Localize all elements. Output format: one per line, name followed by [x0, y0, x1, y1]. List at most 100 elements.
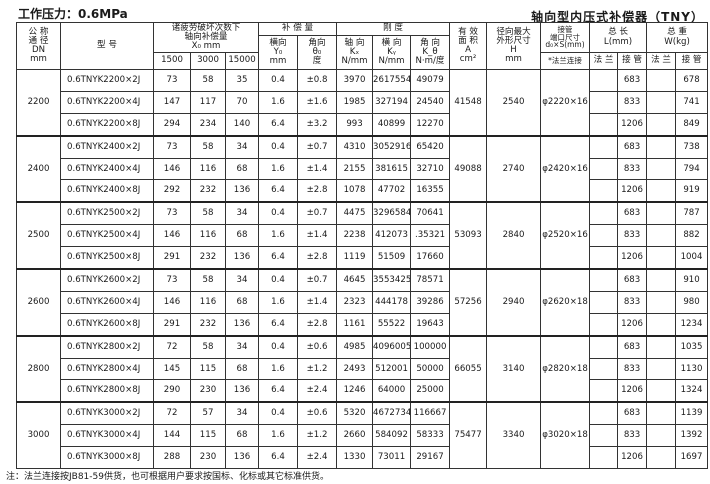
ky-cell: 2617554: [372, 69, 412, 92]
x3000-cell: 116: [190, 157, 226, 181]
dn-cell: 2500: [16, 201, 61, 270]
header-model: 型 号: [60, 22, 154, 70]
model-cell: 0.6TNYK3000×2J: [60, 401, 154, 426]
weight-flange-cell: [646, 379, 677, 403]
theta-cell: ±0.7: [297, 134, 338, 159]
length-joint-cell: 1206: [617, 112, 648, 137]
theta-cell: ±2.4: [297, 379, 338, 403]
x3000-cell: 230: [190, 446, 226, 470]
x15000-cell: 136: [224, 379, 260, 403]
header-length: 总 长 L(mm): [589, 22, 648, 53]
x1500-cell: 147: [153, 90, 191, 114]
weight-flange-cell: [646, 312, 677, 337]
length-flange-cell: [589, 90, 619, 114]
model-cell: 0.6TNYK2400×8J: [60, 179, 154, 203]
header-x1500: 1500: [153, 52, 191, 70]
weight-joint-cell: 919: [675, 179, 709, 203]
x3000-cell: 232: [190, 246, 226, 270]
x1500-cell: 73: [153, 201, 191, 226]
weight-joint-cell: 738: [675, 134, 709, 159]
pipe-cell: φ3020×18: [540, 401, 591, 470]
ky-cell: 381615: [372, 157, 412, 181]
kx-cell: 1161: [336, 312, 374, 337]
h-cell: 3340: [486, 401, 542, 470]
length-flange-cell: [589, 446, 619, 470]
header-flange-connection: *法兰连接: [540, 52, 591, 70]
header-theta: 角向 θ₀ 度: [297, 35, 338, 70]
ky-cell: 584092: [372, 424, 412, 448]
theta-cell: ±1.2: [297, 424, 338, 448]
weight-flange-cell: [646, 201, 677, 226]
page-title: 轴向型内压式补偿器（TNY）: [531, 10, 704, 24]
h-cell: 2840: [486, 201, 542, 270]
y0-cell: 6.4: [258, 446, 299, 470]
working-pressure: 工作压力：0.6MPa: [18, 7, 128, 21]
length-flange-cell: [589, 401, 619, 426]
x15000-cell: 136: [224, 312, 260, 337]
x1500-cell: 291: [153, 312, 191, 337]
header-pipe: 接管 端口尺寸 d₀×S(mm): [540, 22, 591, 53]
table-row: 2400 0.6TNYK2400×2J 73 58 34 0.4 ±0.7 4310 30529…: [16, 134, 709, 203]
model-cell: 0.6TNYK2200×8J: [60, 112, 154, 137]
dn-cell: 2200: [16, 68, 61, 137]
length-joint-cell: 833: [617, 290, 648, 314]
ky-cell: 3052916: [372, 134, 412, 159]
table-row: 2500 0.6TNYK2500×2J 73 58 34 0.4 ±0.7 4475 32965…: [16, 201, 709, 270]
kt-cell: 49079: [410, 69, 451, 92]
theta-cell: ±2.8: [297, 179, 338, 203]
x1500-cell: 146: [153, 290, 191, 314]
length-joint-cell: 833: [617, 224, 648, 248]
table-row: 0.6TNYK2200×8J 294 234 140 6.4 ±3.2 993 40899 12…: [17, 112, 709, 137]
weight-joint-cell: 741: [675, 90, 709, 114]
table-row: 0.6TNYK2400×4J 146 116 68 1.6 ±1.4 2155 381615 3…: [17, 157, 709, 181]
length-flange-cell: [589, 267, 619, 292]
y0-cell: 0.4: [258, 401, 299, 426]
x15000-cell: 68: [224, 357, 260, 381]
y0-cell: 1.6: [258, 157, 299, 181]
x15000-cell: 136: [224, 246, 260, 270]
model-cell: 0.6TNYK3000×4J: [60, 424, 154, 448]
header-length-flange: 法 兰: [589, 52, 619, 70]
area-cell: 57256: [449, 268, 488, 337]
table-row: 3000 0.6TNYK3000×2J 72 57 34 0.4 ±0.6 5320 46727…: [16, 401, 709, 470]
weight-joint-cell: 882: [675, 224, 709, 248]
x1500-cell: 294: [153, 112, 191, 137]
theta-cell: ±0.7: [297, 201, 338, 226]
kt-cell: 32710: [410, 157, 451, 181]
area-cell: 49088: [449, 134, 488, 203]
x3000-cell: 117: [190, 90, 226, 114]
x1500-cell: 73: [153, 134, 191, 159]
kx-cell: 2238: [336, 224, 374, 248]
theta-cell: ±0.7: [297, 267, 338, 292]
x1500-cell: 146: [153, 157, 191, 181]
y0-cell: 0.4: [258, 201, 299, 226]
kt-cell: 16355: [410, 179, 451, 203]
weight-flange-cell: [646, 334, 677, 359]
length-flange-cell: [589, 357, 619, 381]
theta-cell: ±1.4: [297, 224, 338, 248]
h-cell: 3140: [486, 334, 542, 403]
x15000-cell: 34: [224, 267, 260, 292]
dn-cell: 2800: [16, 334, 61, 403]
x3000-cell: 232: [190, 312, 226, 337]
x1500-cell: 291: [153, 246, 191, 270]
header-weight-flange: 法 兰: [646, 52, 677, 70]
x1500-cell: 146: [153, 224, 191, 248]
y0-cell: 1.6: [258, 90, 299, 114]
length-flange-cell: [589, 112, 619, 137]
weight-joint-cell: 1697: [675, 446, 709, 470]
area-cell: 75477: [449, 401, 488, 470]
model-cell: 0.6TNYK2200×4J: [60, 90, 154, 114]
x3000-cell: 58: [190, 134, 226, 159]
length-joint-cell: 683: [617, 267, 648, 292]
ky-cell: 64000: [372, 379, 412, 403]
table-row: 0.6TNYK2600×8J 291 232 136 6.4 ±2.8 1161 55522 1…: [17, 312, 709, 337]
header-weight-joint: 接 管: [675, 52, 709, 70]
ky-cell: 47702: [372, 179, 412, 203]
x15000-cell: 136: [224, 446, 260, 470]
dn-cell: 2600: [16, 268, 61, 337]
length-flange-cell: [589, 69, 619, 92]
header-stiffness: 刚 度: [336, 22, 451, 36]
weight-joint-cell: 1035: [675, 334, 709, 359]
